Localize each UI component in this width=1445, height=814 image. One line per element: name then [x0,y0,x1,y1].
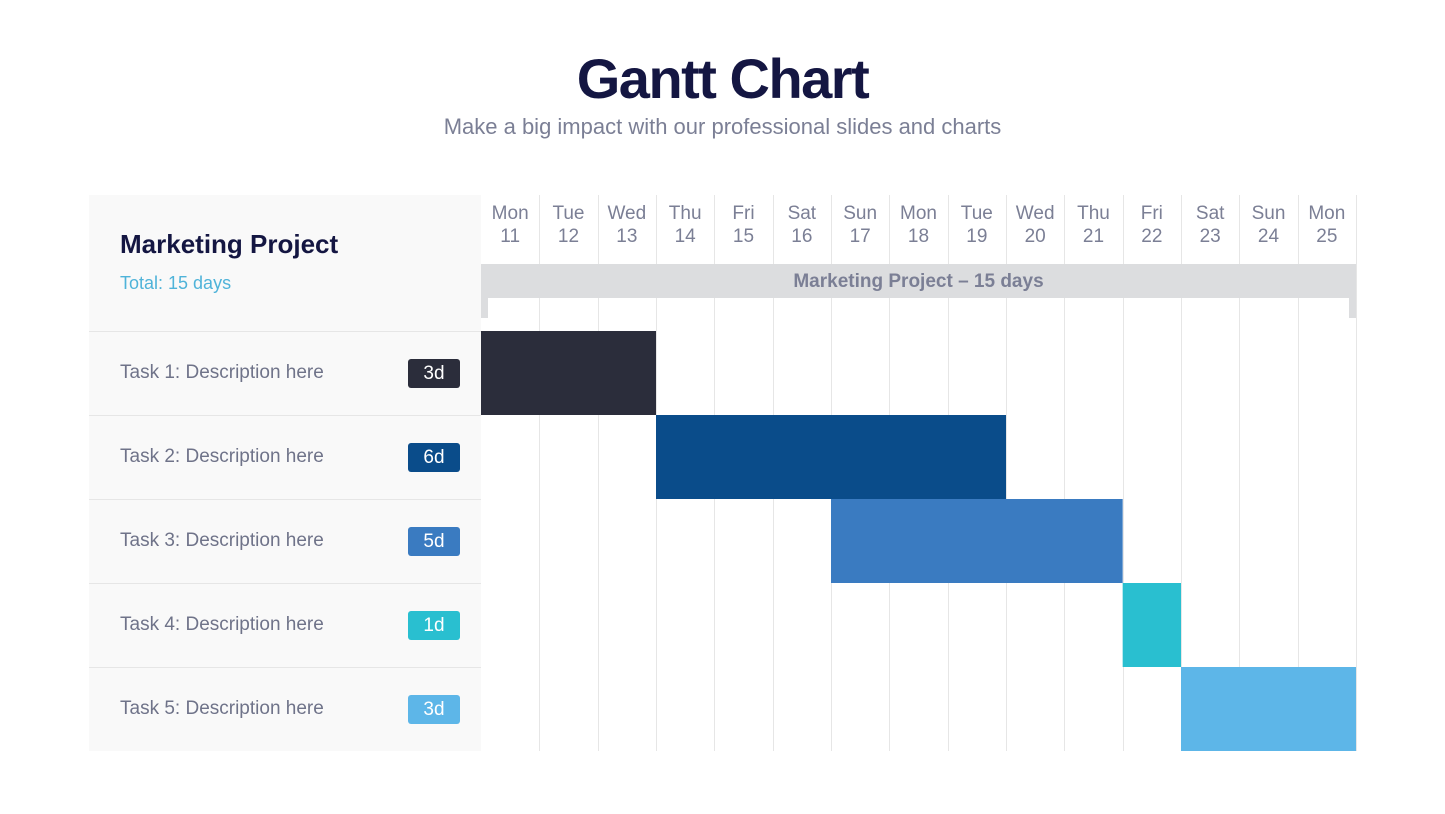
task-row: Task 5: Description here 3d [89,667,481,751]
task-row: Task 1: Description here 3d [89,331,481,415]
day-date-label: 11 [500,226,520,247]
project-span-end-tick [1349,298,1356,318]
project-span-bar [481,264,1356,298]
task-duration-badge: 3d [408,359,460,388]
task-bar [1122,583,1181,667]
day-weekday-label: Mon [1308,203,1345,224]
day-weekday-label: Tue [961,203,993,224]
day-date-label: 21 [1083,226,1104,247]
day-weekday-label: Sat [788,203,817,224]
task-row: Task 4: Description here 1d [89,583,481,667]
project-span-start-tick [481,298,488,318]
task-duration-badge: 3d [408,695,460,724]
day-date-label: 18 [908,226,929,247]
day-date-label: 12 [558,226,579,247]
day-date-label: 23 [1200,226,1221,247]
day-weekday-label: Mon [492,203,529,224]
day-date-label: 17 [850,226,871,247]
day-date-label: 16 [791,226,812,247]
task-bar [831,499,1123,583]
day-weekday-label: Wed [1016,203,1055,224]
task-label: Task 4: Description here [120,614,324,635]
task-panel [89,195,481,751]
task-row: Task 3: Description here 5d [89,499,481,583]
day-date-label: 25 [1316,226,1337,247]
day-weekday-label: Thu [669,203,702,224]
task-label: Task 5: Description here [120,698,324,719]
day-weekday-label: Mon [900,203,937,224]
task-duration-badge: 5d [408,527,460,556]
day-date-label: 24 [1258,226,1280,247]
task-label: Task 3: Description here [120,530,324,551]
day-date-label: 14 [675,226,697,247]
project-span-label: Marketing Project – 15 days [793,271,1043,292]
project-name: Marketing Project [120,229,339,259]
day-weekday-label: Thu [1077,203,1110,224]
day-weekday-label: Sat [1196,203,1225,224]
task-duration-badge: 1d [408,611,460,640]
day-weekday-label: Tue [552,203,584,224]
day-weekday-label: Wed [607,203,646,224]
page-title: Gantt Chart [576,47,870,110]
day-weekday-label: Fri [1141,203,1163,224]
day-weekday-label: Sun [843,203,877,224]
task-row: Task 2: Description here 6d [89,415,481,499]
task-duration-badge: 6d [408,443,460,472]
page-subtitle: Make a big impact with our professional … [443,114,1002,139]
task-bar [1181,667,1356,751]
day-date-label: 13 [616,226,637,247]
task-label: Task 2: Description here [120,446,324,467]
project-total: Total: 15 days [120,273,232,293]
day-date-label: 22 [1141,226,1162,247]
day-date-label: 19 [966,226,987,247]
task-bar [656,415,1006,499]
task-label: Task 1: Description here [120,362,324,383]
day-weekday-label: Sun [1252,203,1286,224]
day-date-label: 20 [1025,226,1046,247]
day-date-label: 15 [733,226,754,247]
day-weekday-label: Fri [732,203,754,224]
task-bar [481,331,656,415]
